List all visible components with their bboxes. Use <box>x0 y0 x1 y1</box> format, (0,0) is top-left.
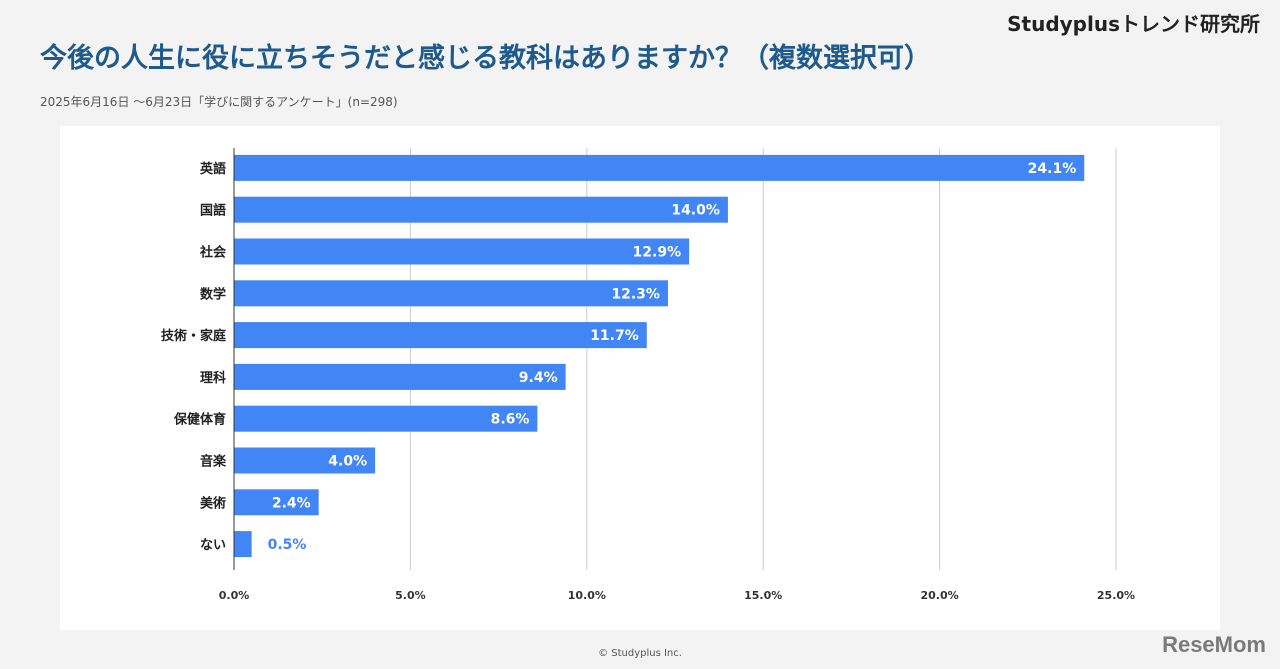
x-tick-label: 5.0% <box>395 589 426 602</box>
category-label: 理科 <box>200 370 226 386</box>
bar <box>234 322 647 349</box>
category-label: 社会 <box>199 245 227 261</box>
category-label: 国語 <box>200 203 226 219</box>
bar <box>234 238 690 265</box>
bar <box>234 280 668 307</box>
data-label: 8.6% <box>491 412 530 428</box>
data-label: 9.4% <box>519 370 558 386</box>
bar <box>234 447 376 474</box>
copyright: © Studyplus Inc. <box>598 648 682 659</box>
page-subtitle: 2025年6月16日 ～6月23日「学びに関するアンケート」(n=298) <box>40 95 398 109</box>
x-tick-label: 25.0% <box>1097 589 1135 602</box>
page-title: 今後の人生に役に立ちそうだと感じる教科はありますか？（複数選択可） <box>40 43 931 74</box>
x-tick-label: 10.0% <box>568 589 606 602</box>
chart-panel: 0.0% 5.0% 10.0% 15.0% 20.0% 25.0% 英語 24.1% 国語 14.… <box>60 126 1220 630</box>
category-label: 技術・家庭 <box>161 328 227 344</box>
data-label: 12.9% <box>633 245 682 261</box>
data-label: 4.0% <box>328 454 367 470</box>
brand-logo-text: Studyplusトレンド研究所 <box>1007 12 1260 36</box>
data-label: 14.0% <box>671 203 720 219</box>
data-label: 11.7% <box>590 328 639 344</box>
bar <box>234 531 252 558</box>
category-label: ない <box>200 538 226 553</box>
data-label: 24.1% <box>1028 161 1077 177</box>
category-label: 数学 <box>200 286 226 302</box>
data-label: 2.4% <box>272 495 311 511</box>
watermark-logo: ReseMom <box>1162 632 1266 657</box>
bar <box>234 405 538 432</box>
bar <box>234 196 728 223</box>
x-tick-label: 0.0% <box>219 589 250 602</box>
bar-chart: 0.0% 5.0% 10.0% 15.0% 20.0% 25.0% 英語 24.1% 国語 14.… <box>161 148 1135 602</box>
x-tick-label: 15.0% <box>744 589 782 602</box>
data-label: 12.3% <box>611 286 660 302</box>
bar <box>234 154 1085 181</box>
category-label: 保健体育 <box>173 412 226 428</box>
category-label: 英語 <box>199 161 226 177</box>
bar <box>234 363 566 390</box>
x-tick-label: 20.0% <box>921 589 959 602</box>
category-label: 美術 <box>200 495 226 511</box>
bar <box>234 489 319 516</box>
data-label: 0.5% <box>268 537 307 553</box>
category-label: 音楽 <box>200 454 227 470</box>
